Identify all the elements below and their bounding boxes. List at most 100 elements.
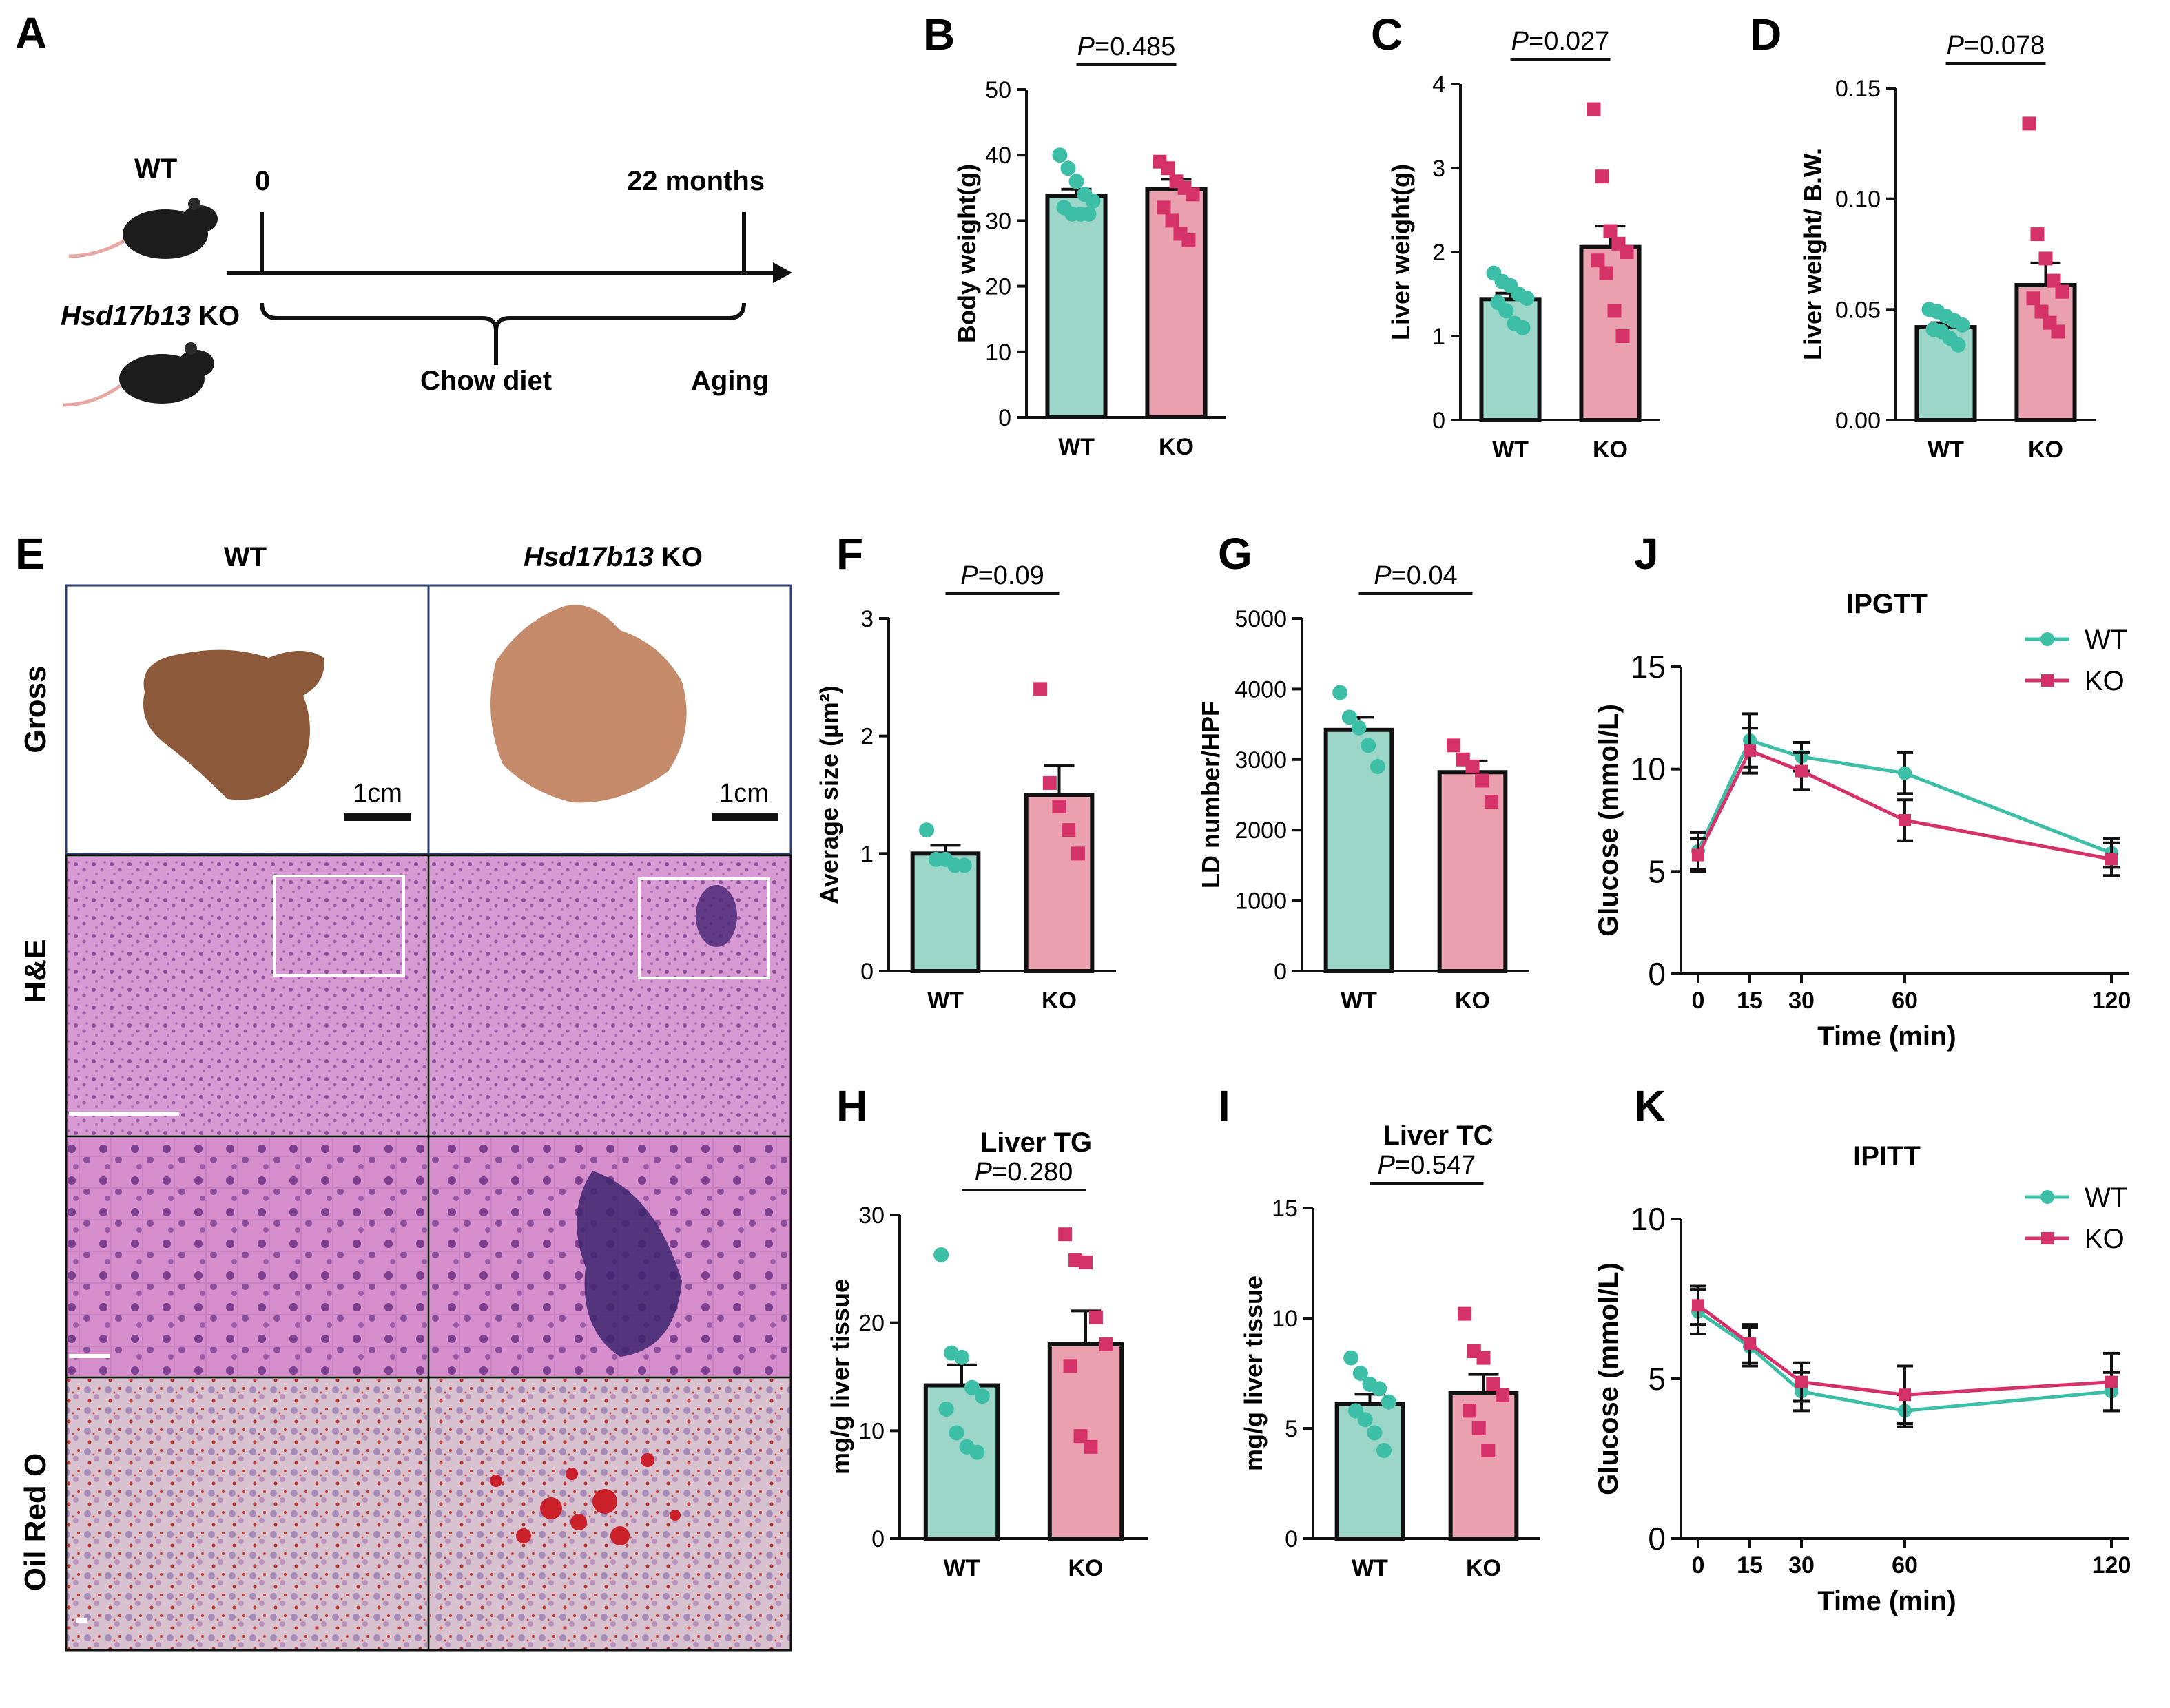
data-point-ko xyxy=(1099,1337,1113,1351)
x-tick-label-wt: WT xyxy=(1928,437,1964,463)
x-tick-label: 30 xyxy=(1788,1552,1815,1579)
timeline-start: 0 xyxy=(255,166,270,196)
data-point-ko xyxy=(2026,291,2040,306)
data-point-wt xyxy=(956,857,972,873)
aging-label: Aging xyxy=(691,366,769,396)
y-tick-label: 5 xyxy=(1285,1416,1298,1442)
legend-label-ko: KO xyxy=(2085,666,2125,696)
data-point-ko xyxy=(1063,1359,1077,1373)
x-axis-title-k: Time (min) xyxy=(1817,1586,1956,1616)
x-tick-label: 120 xyxy=(2092,988,2131,1014)
data-point-ko xyxy=(2038,251,2053,266)
data-point-wt xyxy=(1085,193,1101,209)
x-tick-label: 0 xyxy=(1692,1552,1705,1579)
y-tick-label: 5 xyxy=(1648,1361,1666,1397)
y-tick-label: 10 xyxy=(1631,1201,1666,1237)
y-tick-label: 0 xyxy=(1274,959,1287,985)
oro-ko xyxy=(430,1379,791,1649)
data-point-ko xyxy=(1899,814,1911,826)
x-tick-label: 60 xyxy=(1892,1552,1918,1579)
scale-label-right: 1cm xyxy=(719,779,769,808)
data-point-wt xyxy=(1081,206,1097,222)
y-tick-label: 5000 xyxy=(1234,606,1287,632)
legend-label-wt: WT xyxy=(2085,1183,2127,1213)
data-point-ko xyxy=(1795,764,1808,778)
p-value-label-h: P=0.280 xyxy=(975,1158,1073,1187)
data-point-wt xyxy=(1052,147,1068,163)
data-point-ko xyxy=(1465,760,1480,774)
y-tick-label: 0 xyxy=(860,959,874,985)
legend-label-wt: WT xyxy=(2085,625,2127,655)
data-point-wt xyxy=(1343,1350,1359,1366)
legend-label-ko: KO xyxy=(2085,1224,2125,1254)
scale-bar-right xyxy=(712,813,778,821)
data-point-wt xyxy=(1332,685,1348,700)
y-tick-label: 50 xyxy=(985,77,1011,103)
he-low-ko xyxy=(430,857,791,1135)
data-point-ko xyxy=(1073,1429,1088,1444)
histology-col-ko: Hsd17b13 KO xyxy=(524,542,703,572)
data-point-ko xyxy=(1495,1388,1509,1402)
data-point-ko xyxy=(1615,329,1630,343)
x-axis-title-j: Time (min) xyxy=(1817,1021,1956,1052)
x-tick-label-wt: WT xyxy=(1352,1555,1388,1581)
data-point-wt xyxy=(1341,709,1357,725)
data-point-wt xyxy=(1381,1394,1396,1410)
data-point-wt xyxy=(1898,766,1912,780)
data-point-ko xyxy=(1599,266,1613,280)
y-tick-label: 0.15 xyxy=(1835,76,1881,102)
data-point-ko xyxy=(1042,775,1057,790)
data-point-ko xyxy=(1181,233,1196,247)
data-point-wt xyxy=(1950,337,1966,353)
data-point-ko xyxy=(2047,273,2061,288)
x-tick-label-ko: KO xyxy=(1042,988,1077,1014)
data-point-ko xyxy=(1088,1310,1103,1324)
y-axis-title-g: LD number/HPF xyxy=(1197,701,1225,888)
data-point-wt xyxy=(1370,759,1385,775)
oro-scale-bar xyxy=(76,1618,87,1623)
data-point-ko xyxy=(1603,224,1618,238)
p-value-label-f: P=0.09 xyxy=(960,561,1044,590)
p-value-label-b: P=0.485 xyxy=(1077,32,1176,61)
y-tick-label: 0.00 xyxy=(1835,408,1881,434)
y-tick-label: 1 xyxy=(860,841,874,867)
data-point-wt xyxy=(933,1247,949,1262)
data-point-ko xyxy=(1471,1421,1486,1435)
data-point-wt xyxy=(1376,1443,1392,1458)
data-point-ko xyxy=(2030,227,2045,242)
data-point-ko xyxy=(1476,1351,1491,1365)
x-tick-label-ko: KO xyxy=(1159,434,1194,460)
data-point-wt xyxy=(1954,317,1970,333)
mouse-icon-wt xyxy=(68,198,218,259)
y-axis-title-d: Liver weight/ B.W. xyxy=(1799,148,1827,360)
p-value-label-c: P=0.027 xyxy=(1511,27,1610,56)
data-point-ko xyxy=(2051,324,2065,339)
legend-marker-ko xyxy=(2041,1232,2054,1244)
data-point-ko xyxy=(1052,800,1066,814)
data-point-wt xyxy=(1498,303,1514,319)
he-low-wt xyxy=(66,857,427,1135)
data-point-ko xyxy=(2105,853,2118,866)
data-point-ko xyxy=(1033,682,1048,696)
data-point-ko xyxy=(1607,304,1622,318)
panel-label-k: K xyxy=(1634,1081,1666,1131)
panel-label-g: G xyxy=(1218,529,1252,579)
row-label-gross: Gross xyxy=(19,665,52,753)
ko-group-label: Hsd17b13 KO xyxy=(61,301,240,331)
chart-title-k: IPITT xyxy=(1853,1141,1921,1171)
data-point-ko xyxy=(2034,304,2049,319)
panel-label-b: B xyxy=(923,10,955,59)
data-point-ko xyxy=(1899,1388,1911,1402)
x-tick-label-wt: WT xyxy=(1492,437,1529,463)
wt-group-label: WT xyxy=(134,154,177,184)
x-tick-label-wt: WT xyxy=(927,988,964,1014)
scale-bar-left xyxy=(344,813,411,821)
x-tick-label-ko: KO xyxy=(1455,988,1490,1014)
data-point-ko xyxy=(1165,214,1179,228)
scale-label-left: 1cm xyxy=(353,779,402,808)
oro-lipid-droplets xyxy=(490,1453,681,1545)
data-point-ko xyxy=(1071,846,1085,861)
y-tick-label: 0 xyxy=(1648,1521,1666,1556)
y-axis-title-i: mg/g liver tissue xyxy=(1239,1275,1268,1471)
